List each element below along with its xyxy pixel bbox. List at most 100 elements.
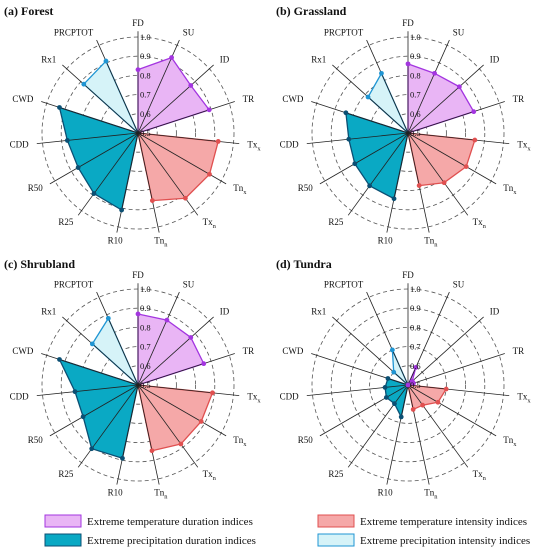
category-label-R50: R50: [28, 183, 44, 193]
data-point-R50: [352, 161, 358, 167]
category-label-TR: TR: [513, 346, 525, 356]
category-label-R10: R10: [108, 236, 124, 246]
category-label-Rx1: Rx1: [311, 306, 326, 316]
category-label-R25: R25: [58, 217, 74, 227]
spoke: [137, 316, 214, 386]
data-point-Tnx: [435, 399, 441, 405]
spoke: [137, 384, 160, 485]
radial-tick-label: 1.0: [140, 32, 151, 42]
data-point-Txn: [441, 180, 447, 186]
category-label-PRCPTOT: PRCPTOT: [54, 28, 94, 38]
radial-tick-label: 0.9: [410, 51, 421, 61]
category-label-PRCPTOT: PRCPTOT: [324, 28, 364, 38]
data-point-CDD: [346, 136, 352, 142]
spoke: [332, 316, 409, 386]
data-point-Rx1: [81, 81, 87, 87]
legend-label-4: Extreme precipitation intensity indices: [360, 535, 530, 547]
data-point-CWD: [57, 105, 62, 110]
data-point-TR: [411, 380, 416, 386]
category-label-Tnx: Tnx: [503, 183, 517, 196]
data-point-SU: [164, 317, 170, 323]
grid-ring: [80, 326, 196, 443]
data-point-R25: [367, 183, 373, 189]
data-point-Txn: [420, 402, 426, 408]
grid-ring: [349, 75, 466, 191]
category-label-Txx: Txx: [247, 139, 261, 152]
category-label-CWD: CWD: [12, 346, 33, 356]
spoke: [407, 132, 430, 233]
category-label-CDD: CDD: [10, 139, 30, 149]
category-label-Txn: Txn: [203, 469, 217, 482]
category-label-R50: R50: [28, 435, 44, 445]
data-point-Rx1: [391, 369, 397, 375]
category-label-ID: ID: [220, 54, 230, 64]
category-label-ID: ID: [220, 306, 230, 316]
spoke: [407, 101, 505, 134]
radial-tick-label: 0.6: [410, 361, 421, 371]
radial-tick-label: 1.0: [410, 284, 421, 294]
spoke: [49, 384, 139, 437]
radial-tick-label: 0.6: [410, 109, 421, 119]
spoke: [347, 132, 409, 216]
spoke: [311, 101, 409, 134]
spoke: [407, 316, 484, 386]
data-point-R10: [120, 455, 125, 461]
data-point-TR: [201, 361, 207, 367]
data-point-ID: [188, 335, 194, 340]
radial-tick-label: 0.9: [140, 51, 151, 61]
spoke: [137, 384, 199, 468]
spoke: [311, 353, 409, 386]
data-point-CWD: [343, 110, 349, 116]
data-point-R10: [398, 414, 404, 420]
radial-tick-label: 0.5: [410, 380, 421, 390]
category-label-Rx1: Rx1: [41, 54, 56, 64]
radial-tick-label: 0.9: [140, 303, 151, 313]
panel-title: (b) Grassland: [276, 4, 347, 18]
data-point-PRCPTOT: [379, 70, 384, 76]
category-label-CWD: CWD: [282, 346, 303, 356]
radar-panel-3: (c) Shrubland 0.5 0.6 0.7 0.8 0.9 1.0 FD SU ID TR T…: [4, 257, 261, 501]
category-label-FD: FD: [402, 270, 414, 280]
data-point-TR: [206, 107, 212, 113]
category-label-SU: SU: [183, 28, 195, 38]
category-label-Rx1: Rx1: [41, 306, 56, 316]
spoke: [137, 384, 227, 437]
grid-ring: [349, 326, 466, 443]
category-label-Txx: Txx: [247, 391, 261, 404]
category-label-Txn: Txn: [473, 469, 487, 482]
radial-tick-label: 0.9: [410, 303, 421, 313]
data-point-Tnx: [207, 171, 212, 177]
spoke: [137, 64, 214, 134]
category-label-R25: R25: [328, 217, 344, 227]
data-point-CWD: [385, 376, 391, 381]
category-label-R50: R50: [298, 435, 314, 445]
spoke: [366, 39, 409, 134]
category-label-FD: FD: [132, 18, 144, 28]
category-label-Tnn: Tnn: [154, 488, 168, 501]
data-point-SU: [413, 365, 419, 370]
radial-tick-label: 0.7: [140, 342, 151, 352]
spoke: [62, 316, 139, 386]
data-point-Tnn: [416, 183, 422, 188]
category-label-Txx: Txx: [517, 139, 531, 152]
data-point-CDD: [64, 138, 70, 143]
category-label-Tnx: Tnx: [233, 183, 247, 196]
grid-ring: [369, 346, 447, 424]
radar-panel-2: (b) Grassland 0.5 0.6 0.7 0.8 0.9 1.0 FD SU ID TR T…: [276, 4, 531, 249]
data-point-R10: [119, 207, 125, 213]
category-label-R10: R10: [378, 488, 394, 498]
category-label-FD: FD: [402, 18, 414, 28]
spoke: [306, 132, 409, 145]
category-label-PRCPTOT: PRCPTOT: [54, 280, 94, 290]
data-point-CWD: [57, 357, 62, 362]
category-label-Tnx: Tnx: [233, 435, 247, 448]
radial-tick-label: 0.5: [140, 380, 151, 390]
data-point-SU: [432, 70, 437, 76]
spoke: [347, 384, 409, 468]
grid-ring: [60, 307, 216, 463]
spokes: [306, 31, 510, 233]
legend: Extreme temperature duration indices Extr…: [44, 514, 530, 547]
spoke: [96, 291, 139, 386]
data-point-Txx: [215, 139, 221, 144]
